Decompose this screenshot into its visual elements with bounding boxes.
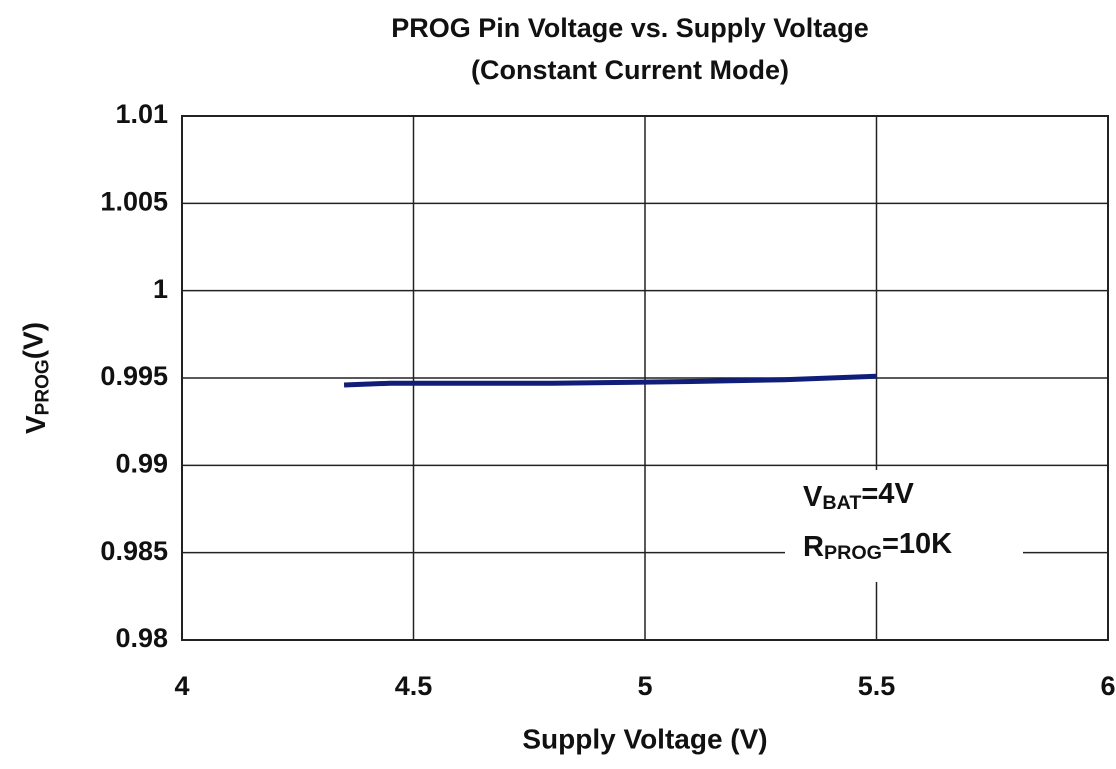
- annotation-main: V: [803, 481, 823, 513]
- annotation-sub: BAT: [822, 492, 861, 514]
- x-tick-label: 5: [637, 671, 652, 701]
- y-tick-label: 0.98: [115, 623, 168, 653]
- y-axis-label-rest: (V): [18, 322, 49, 359]
- plot-frame: [181, 115, 1109, 641]
- y-tick-label: 1.01: [115, 99, 168, 129]
- y-tick-label: 0.985: [100, 536, 168, 566]
- chart-title: PROG Pin Voltage vs. Supply Voltage: [391, 13, 869, 43]
- chart-subtitle: (Constant Current Mode): [471, 55, 789, 85]
- annotation-sub: PROG: [824, 542, 882, 564]
- y-axis-label: VPROG(V): [18, 322, 54, 434]
- data-line: [343, 373, 877, 388]
- y-tick-label: 1: [153, 274, 168, 304]
- x-axis-label: Supply Voltage (V): [522, 723, 767, 754]
- x-tick-label: 4: [174, 671, 189, 701]
- y-axis-label-main: V: [20, 415, 51, 434]
- y-axis-label-sub: PROG: [33, 359, 54, 415]
- x-tick-label: 6: [1100, 671, 1115, 701]
- x-tick-label: 4.5: [395, 671, 433, 701]
- annotation-rest: =4V: [861, 478, 914, 510]
- annotation: RPROG=10K: [803, 528, 952, 564]
- y-tick-label: 0.995: [100, 361, 168, 391]
- annotation-background: [785, 470, 1023, 582]
- y-tick-label: 1.005: [100, 186, 168, 216]
- x-tick-label: 5.5: [858, 671, 896, 701]
- y-tick-label: 0.99: [115, 448, 168, 478]
- annotation-main: R: [803, 531, 824, 563]
- annotation: VBAT=4V: [803, 478, 914, 514]
- annotation-rest: =10K: [882, 528, 952, 560]
